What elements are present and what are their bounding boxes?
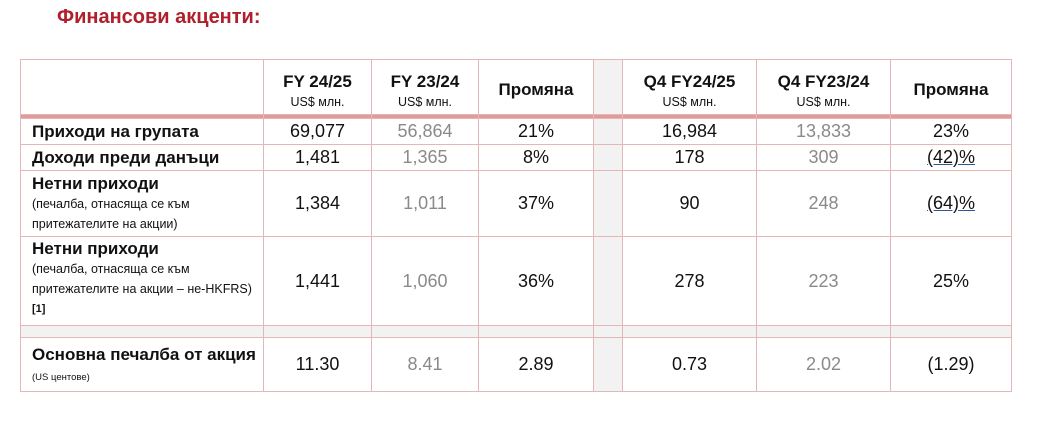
row-sublabel: (печалба, отнасяща се към притежателите … bbox=[32, 196, 190, 231]
column-period: FY 24/25 bbox=[283, 71, 352, 91]
header-q4-fy2425: Q4 FY24/25 US$ млн. bbox=[622, 59, 757, 115]
value-cell: 21% bbox=[478, 118, 594, 145]
page-title: Финансови акценти: bbox=[57, 6, 261, 28]
value-cell: 178 bbox=[622, 144, 757, 171]
value-cell: 8% bbox=[478, 144, 594, 171]
value-cell: 11.30 bbox=[263, 337, 372, 392]
header-q4-fy2324: Q4 FY23/24 US$ млн. bbox=[756, 59, 891, 115]
value-cell: 1,011 bbox=[371, 170, 479, 237]
column-period: Промяна bbox=[498, 80, 574, 99]
gap-cell bbox=[593, 337, 623, 392]
row-sublabel: (US центове) bbox=[32, 371, 90, 383]
spacer-row bbox=[20, 325, 1012, 338]
gap-cell bbox=[593, 118, 623, 145]
row-sublabel: (печалба, отнасяща се към притежателите … bbox=[32, 261, 252, 296]
table-row: Нетни приходи (печалба, отнасяща се към п… bbox=[20, 170, 1012, 237]
value-cell: 1,384 bbox=[263, 170, 372, 237]
value-cell: 2.89 bbox=[478, 337, 594, 392]
table-row: Нетни приходи (печалба, отнасяща се към п… bbox=[20, 236, 1012, 326]
value-cell: 309 bbox=[756, 144, 891, 171]
header-label-cell bbox=[20, 59, 264, 115]
column-period: Q4 FY23/24 bbox=[777, 71, 870, 91]
value-cell: 2.02 bbox=[756, 337, 891, 392]
value-cell: 69,077 bbox=[263, 118, 372, 145]
column-period: Q4 FY24/25 bbox=[643, 71, 736, 91]
row-label: Основна печалба от акция bbox=[32, 344, 256, 364]
column-unit: US$ млн. bbox=[796, 94, 851, 109]
value-cell: 36% bbox=[478, 236, 594, 326]
value-cell: 1,365 bbox=[371, 144, 479, 171]
row-label: Нетни приходи bbox=[32, 173, 159, 193]
table-row: Доходи преди данъци 1,481 1,365 8% 178 3… bbox=[20, 144, 1012, 171]
row-label: Доходи преди данъци bbox=[32, 147, 220, 167]
footnote-ref: [1] bbox=[32, 302, 46, 315]
column-unit: US$ млн. bbox=[662, 94, 717, 109]
header-fy2324: FY 23/24 US$ млн. bbox=[371, 59, 479, 115]
header-change-fy: Промяна bbox=[478, 59, 594, 115]
column-period: FY 23/24 bbox=[390, 71, 460, 91]
value-cell: 1,441 bbox=[263, 236, 372, 326]
value-cell: 56,864 bbox=[371, 118, 479, 145]
column-period: Промяна bbox=[913, 80, 989, 99]
value-cell: 37% bbox=[478, 170, 594, 237]
value-cell: 248 bbox=[756, 170, 891, 237]
financial-highlights-table: FY 24/25 US$ млн. FY 23/24 US$ млн. Промян… bbox=[20, 59, 1012, 392]
value-cell: 16,984 bbox=[622, 118, 757, 145]
row-label: Нетни приходи bbox=[32, 238, 159, 258]
value-cell: 223 bbox=[756, 236, 891, 326]
value-cell: (42)% bbox=[926, 147, 975, 167]
value-cell: (64)% bbox=[926, 193, 975, 213]
value-cell: 13,833 bbox=[756, 118, 891, 145]
header-change-q4: Промяна bbox=[890, 59, 1012, 115]
value-cell: 278 bbox=[622, 236, 757, 326]
gap-cell bbox=[593, 170, 623, 237]
table-row: Приходи на групата 69,077 56,864 21% 16,… bbox=[20, 118, 1012, 145]
value-cell: 90 bbox=[622, 170, 757, 237]
column-unit: US$ млн. bbox=[397, 94, 453, 109]
column-unit: US$ млн. bbox=[290, 94, 345, 109]
header-fy2425: FY 24/25 US$ млн. bbox=[263, 59, 372, 115]
row-label: Приходи на групата bbox=[32, 121, 199, 141]
header-gap bbox=[593, 59, 623, 115]
value-cell: 0.73 bbox=[622, 337, 757, 392]
value-cell: 1,060 bbox=[371, 236, 479, 326]
value-cell: 8.41 bbox=[371, 337, 479, 392]
value-cell: 1,481 bbox=[263, 144, 372, 171]
gap-cell bbox=[593, 144, 623, 171]
gap-cell bbox=[593, 236, 623, 326]
value-cell: (1.29) bbox=[890, 337, 1012, 392]
value-cell: 25% bbox=[890, 236, 1012, 326]
table-row: Основна печалба от акция (US центове) 11… bbox=[20, 337, 1012, 392]
value-cell: 23% bbox=[890, 118, 1012, 145]
header-row: FY 24/25 US$ млн. FY 23/24 US$ млн. Промян… bbox=[20, 59, 1012, 115]
